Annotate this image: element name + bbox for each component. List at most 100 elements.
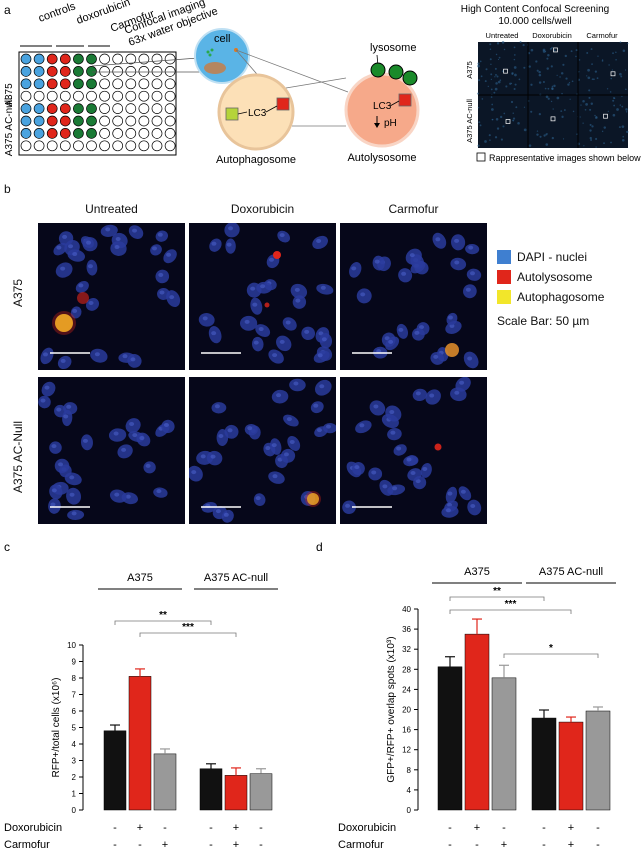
panel-cd: c d 0 1 2 3 4 5 6 7 8 9 10 RFP+/total cells (x10⁶) A… [0,535,641,850]
screening-cell-dot [625,108,628,111]
plate-well [164,128,176,139]
plate-well [86,66,97,77]
significance-label: ** [159,610,167,621]
screening-cell-dot [496,75,499,78]
screening-cell-dot [515,106,518,109]
bar [531,717,557,811]
bar [224,775,248,811]
screening-cell-dot [484,140,487,143]
nucleus-highlight [422,466,428,471]
screening-cell-dot [579,116,581,118]
plate-well [99,78,110,90]
screening-cell-dot [494,76,496,78]
ph-arrow-head [374,123,380,128]
nucleus-highlight [320,285,326,290]
screening-cell-dot [495,53,498,56]
screening-cell-dot [562,138,565,140]
screening-cell-dot [547,54,550,57]
screening-cell-dot [570,50,573,53]
plate-well [46,53,58,65]
lc3-connector [389,100,400,107]
screening-cell-dot [590,48,593,50]
nucleus-highlight [279,233,285,238]
screening-cell-dot [530,110,533,113]
nucleus-highlight [132,228,138,233]
screening-cell-dot [514,83,517,86]
panel-b: b Untreated Doxorubicin Carmofur A375 A3… [0,180,641,535]
group-label: A375 [464,566,490,578]
screening-cell-dot [503,112,506,115]
screening-cell-dot [519,41,522,43]
nucleus-highlight [156,489,162,494]
y-tick-label: 20 [402,706,411,715]
screening-cell-dot [512,117,516,120]
nucleus-highlight [228,226,234,231]
gfp-square [225,107,239,121]
nucleus-highlight [414,330,420,335]
plate-well [73,128,84,139]
autolysosome-spot [77,292,89,304]
screening-cell-dot [589,123,592,126]
screening-cell-dot [485,68,488,71]
screening-cell-dot [512,119,514,122]
screening-cell-dot [589,108,592,111]
screening-cell-dot [583,145,585,147]
legend-label-autophagosome: Autophagosome [517,290,605,304]
micrograph-acnull-doxorubicin [189,377,336,524]
nucleus-highlight [373,404,379,409]
treatment-mark: - [259,839,263,850]
treatment-mark: + [501,839,507,850]
bar [491,677,517,811]
screening-cell-dot [489,43,492,46]
screening-cell-dot [547,87,550,90]
cell-nucleus [204,62,226,74]
autophagosome-dot [206,50,210,54]
plate-well [112,66,124,77]
screening-cell-dot [585,102,588,106]
screening-cell-dot [513,87,516,90]
nucleus-highlight [163,422,169,427]
bar [199,768,223,811]
nucleus-highlight [152,246,158,251]
screening-note: Rappresentative images shown below [489,153,641,163]
nucleus-highlight [202,316,208,321]
treatment-mark: + [162,839,168,850]
screening-cell-dot [490,108,494,111]
screening-cell-dot [512,112,514,114]
screening-cell-dot [560,72,564,75]
screening-cell-dot [606,88,609,90]
plate-well [164,66,176,77]
nucleus-highlight [271,443,277,448]
plate-row-a375: A375 [4,83,15,107]
screening-cell-dot [595,137,598,141]
nucleus-highlight [293,381,299,386]
group-label: A375 AC-null [539,566,603,578]
screening-cell-dot [586,51,589,54]
autophagosome-spot [445,343,459,357]
col-label-untreated: Untreated [85,202,138,216]
plate-well [99,90,110,102]
nucleus-highlight [50,502,56,507]
screening-cell-dot [523,106,526,108]
plate-well [151,128,163,139]
screening-cell-dot [536,133,539,136]
plate-well [125,103,137,114]
plate-well [33,115,45,127]
plate-well [112,128,124,139]
nucleus-highlight [354,465,360,470]
nucleus [128,225,144,240]
nucleus-highlight [139,436,145,441]
screening-cell-dot [544,87,547,90]
nucleus-highlight [345,503,351,508]
plate-well [33,78,45,90]
nucleus-highlight [56,407,62,412]
screening-cell-dot [575,49,578,52]
plate-well [151,140,163,152]
screening-cell-dot [495,73,497,76]
screening-col-untreated: Untreated [486,31,519,40]
screening-cell-dot [538,113,541,116]
panel-a: a controls doxorubicin Carmofur A375 A37… [0,0,641,175]
nucleus-highlight [321,337,327,342]
treatment-label: Carmofur [338,839,384,850]
y-axis-label: GFP+/RFP+ overlap spots (x10³) [386,636,397,782]
